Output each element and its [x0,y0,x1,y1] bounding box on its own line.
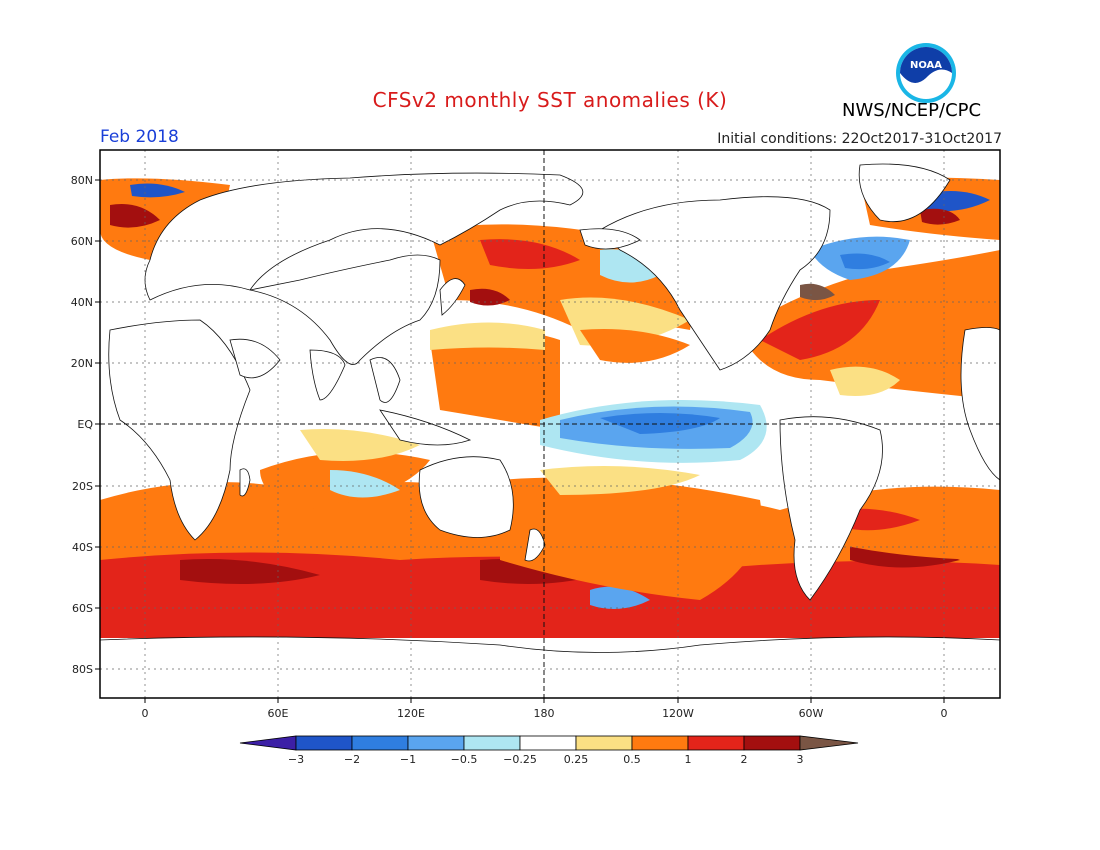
lat-label: 20N [71,357,93,370]
antarctica-landmass [100,636,1000,698]
indonesia [379,409,472,446]
colorbar-level-label: 0.25 [564,753,589,766]
colorbar-swatch [687,735,745,751]
lat-label: 80N [71,174,93,187]
lat-label: EQ [77,418,93,431]
asia-south [249,254,441,365]
colorbar-labels: −3 −2 −1 −0.5 −0.25 0.25 0.5 1 2 3 [288,753,804,766]
lat-label: 80S [72,663,93,676]
continents [100,163,1000,698]
colorbar-level-label: 3 [797,753,804,766]
colorbar-swatch [519,735,577,751]
colorbar-swatch [407,735,465,751]
lat-label: 60S [72,602,93,615]
organization-label: NWS/NCEP/CPC [842,100,982,121]
colorbar-level-label: −0.5 [451,753,478,766]
noaa-logo-icon: NOAA [896,43,956,103]
arabia [229,338,281,379]
longitude-labels: 0 60E 120E 180 120W 60W 0 [142,707,948,720]
tick-marks [95,179,945,703]
lon-label: 60W [799,707,824,720]
colorbar-level-label: −1 [400,753,416,766]
colorbar-swatch [463,735,521,751]
colorbar-level-label: 1 [685,753,692,766]
graticule [100,150,1000,698]
colorbar-level-label: 2 [741,753,748,766]
chart-title: CFSv2 monthly SST anomalies (K) [372,88,728,112]
north-america-landmass [599,196,831,371]
noaa-logo-text: NOAA [910,60,942,71]
latitude-labels: 80N 60N 40N 20N EQ 20S 40S 60S 80S [71,174,94,676]
colorbar-swatch [743,735,801,751]
lon-label: 120E [397,707,425,720]
lon-label: 60E [268,707,289,720]
india [309,349,346,401]
colorbar-swatch [351,735,409,751]
madagascar [239,468,251,497]
lat-label: 40S [72,541,93,554]
africa-landmass [108,319,251,541]
forecast-month: Feb 2018 [100,127,179,147]
reference-lines [100,150,1000,698]
new-zealand [524,528,546,562]
colorbar-swatch [631,735,689,751]
lat-label: 20S [72,480,93,493]
lat-label: 60N [71,235,93,248]
africa-east-edge [960,327,1000,481]
lon-label: 0 [941,707,948,720]
colorbar-level-label: 0.5 [623,753,641,766]
japan [439,278,466,316]
lat-label: 40N [71,296,93,309]
initial-conditions: Initial conditions: 22Oct2017-31Oct2017 [717,131,1002,147]
colorbar-level-label: −0.25 [503,753,537,766]
south-america-landmass [779,416,883,601]
lon-label: 120W [662,707,694,720]
lon-label: 180 [534,707,555,720]
greenland [858,163,951,222]
colorbar [239,735,859,751]
colorbar-swatch [575,735,633,751]
southeast-asia [369,357,401,403]
colorbar-max-arrow [799,735,859,751]
colorbar-min-arrow [239,735,297,751]
colorbar-swatch [295,735,353,751]
eurasia-landmass [144,172,584,301]
australia-landmass [418,456,514,538]
colorbar-level-label: −2 [344,753,360,766]
colorbar-level-label: −3 [288,753,304,766]
alaska [579,228,641,250]
lon-label: 0 [142,707,149,720]
